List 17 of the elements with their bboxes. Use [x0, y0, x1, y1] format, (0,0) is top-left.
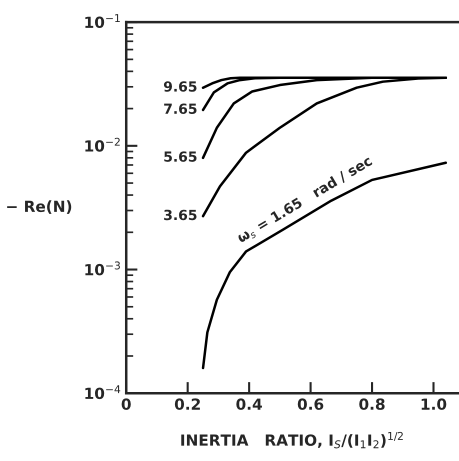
series-label: 7.65: [164, 103, 197, 114]
x-tick-label: 0.8: [359, 398, 385, 410]
x-tick-label: 0.2: [174, 398, 200, 410]
annotation: ω$_{s}$ = 1.65 rad / sec: [236, 155, 374, 245]
y-tick-label: 10$^{−4}$: [85, 385, 120, 400]
x-tick-label: 1.0: [422, 398, 446, 410]
x-axis-title: INERTIA RATIO, I$_{S}$/(I$_{1}$I$_{2}$)$^{1/2}$: [181, 432, 403, 448]
x-tick-label: 0.4: [236, 398, 262, 410]
x-tick-label: 0.6: [298, 398, 324, 410]
series-label: 5.65: [164, 151, 197, 162]
series-label: 9.65: [164, 81, 197, 92]
y-tick-label: 10$^{−2}$: [85, 138, 120, 152]
y-tick-label: 10$^{−3}$: [85, 261, 120, 276]
series-label: 3.65: [164, 210, 197, 220]
y-axis-title: − Re(N): [7, 200, 72, 214]
x-tick-label: 0: [122, 398, 131, 410]
y-tick-label: 10$^{−1}$: [85, 14, 120, 28]
